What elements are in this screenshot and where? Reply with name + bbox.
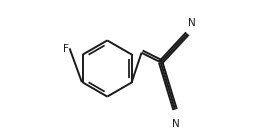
Text: N: N xyxy=(172,119,180,129)
Text: F: F xyxy=(63,44,69,54)
Text: N: N xyxy=(188,18,196,28)
